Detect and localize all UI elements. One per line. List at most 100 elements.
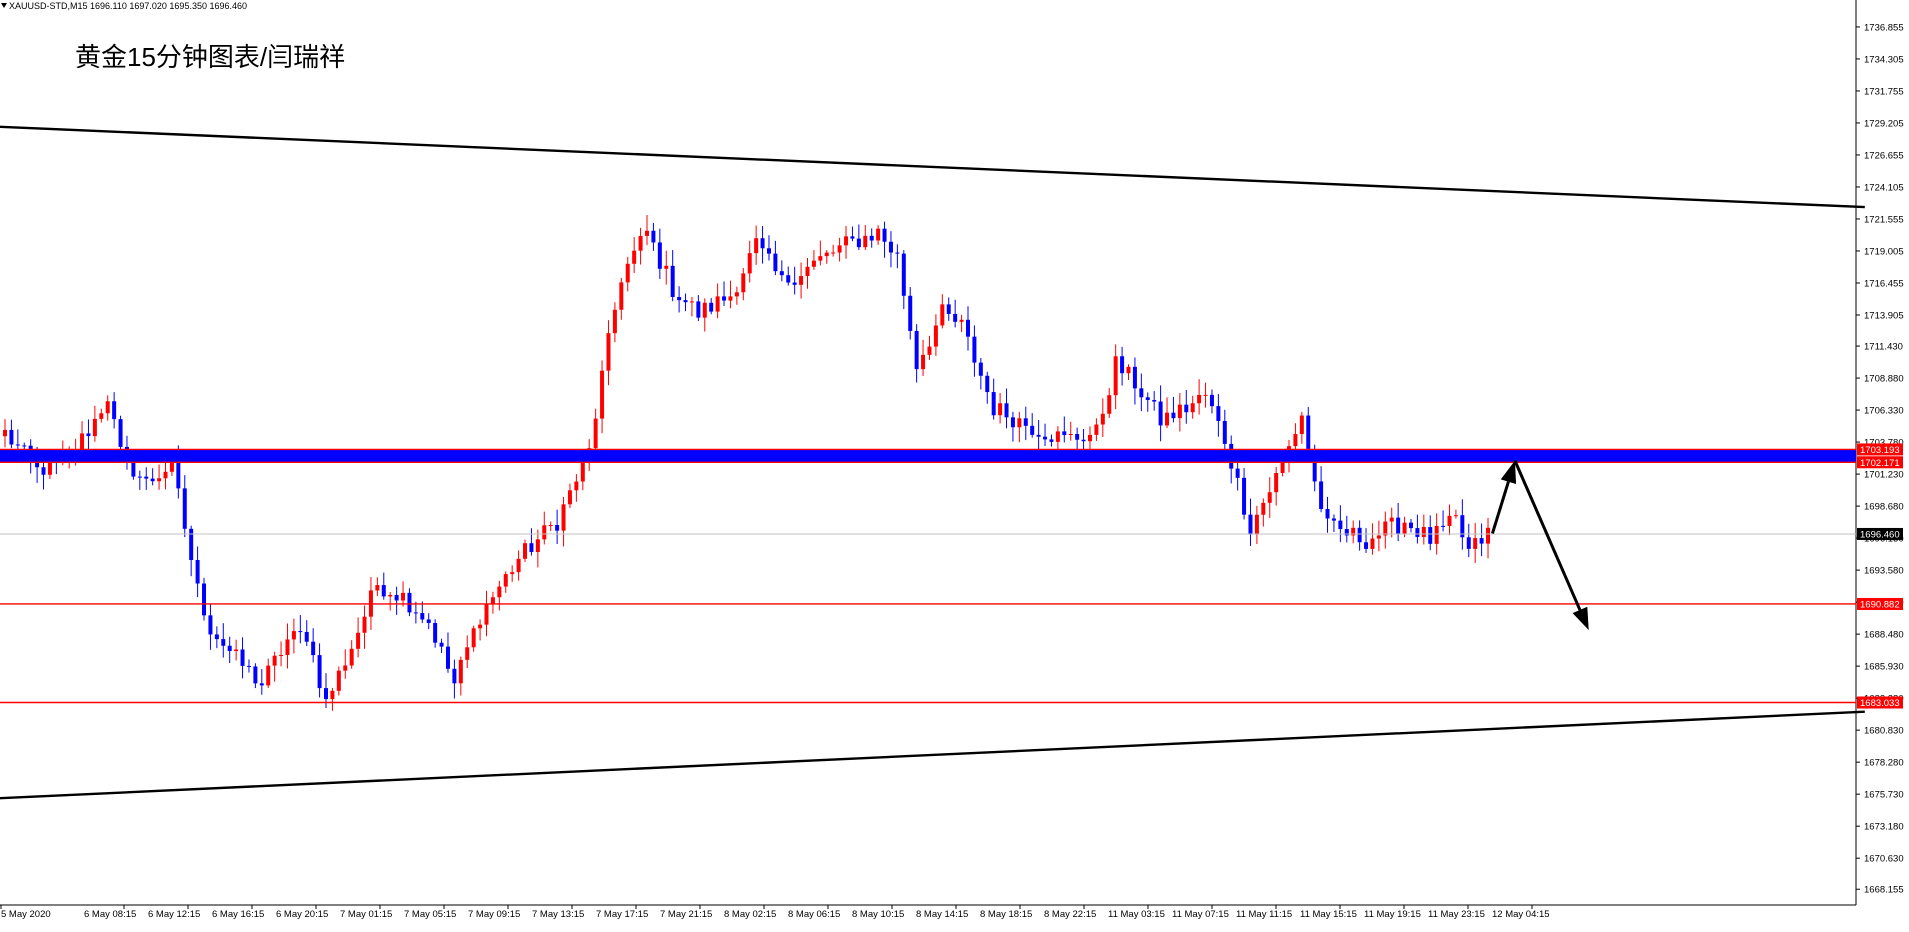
candle-body <box>80 433 85 452</box>
candle-body <box>407 592 412 613</box>
projection-arrow[interactable] <box>1491 460 1517 534</box>
resistance-zone[interactable] <box>0 449 1856 463</box>
candle-body <box>3 429 7 437</box>
candle-body <box>914 330 919 370</box>
candle-body <box>1364 542 1369 549</box>
candle <box>882 221 887 258</box>
candle-body <box>86 433 91 437</box>
candle <box>651 222 656 251</box>
candle-body <box>1280 461 1285 473</box>
candle <box>439 638 444 654</box>
candle-body <box>850 236 855 239</box>
candle <box>696 295 701 322</box>
price-tick-label: 1708.880 <box>1864 374 1904 385</box>
candle-body <box>1242 477 1247 515</box>
candle-body <box>1434 525 1439 544</box>
upper-channel-trendline[interactable] <box>0 125 1865 209</box>
candle-body <box>844 236 849 246</box>
candle <box>632 237 637 273</box>
candle <box>144 467 149 490</box>
projection-arrow[interactable] <box>1513 460 1589 631</box>
candle-body <box>1017 418 1022 428</box>
candle-body <box>1062 431 1067 436</box>
candle <box>1441 510 1446 532</box>
candle-body <box>401 592 406 601</box>
candle <box>298 615 303 644</box>
price-tick-label: 1675.730 <box>1864 790 1904 801</box>
candle-body <box>747 253 752 274</box>
candle <box>1389 507 1394 538</box>
candle <box>574 474 579 502</box>
chart-menu-icon[interactable] <box>1 3 7 8</box>
candle <box>683 293 688 312</box>
candle-body <box>1267 492 1272 503</box>
time-axis: 5 May 2020 6 May 08:15 6 May 12:15 6 May 16… <box>0 905 1550 920</box>
candle-body <box>99 413 104 419</box>
candle <box>1075 427 1080 451</box>
candle-body <box>279 654 284 656</box>
candle <box>1152 391 1157 411</box>
candle <box>317 643 322 698</box>
candle <box>933 314 938 356</box>
candle <box>741 268 746 301</box>
candle <box>433 619 438 648</box>
candle <box>805 257 810 289</box>
candle-body <box>1453 515 1458 517</box>
candle <box>1421 514 1426 545</box>
candle-body <box>445 646 450 669</box>
candle <box>1338 505 1343 543</box>
candle <box>1376 520 1381 552</box>
resistance-lower-label: 1702.171 <box>1857 456 1903 469</box>
candle-body <box>266 665 271 686</box>
candle-body <box>1209 394 1214 407</box>
candle-body <box>1139 388 1144 398</box>
candle <box>1132 357 1137 405</box>
candle-body <box>953 313 958 322</box>
candle <box>1158 385 1163 442</box>
candle-body <box>1357 527 1362 543</box>
candle <box>291 618 296 654</box>
candle-body <box>163 471 168 479</box>
candle-body <box>895 252 900 254</box>
support-level-label-text: 1683.033 <box>1860 698 1900 709</box>
candle <box>1030 413 1035 438</box>
candle-body <box>741 273 746 293</box>
candle-body <box>908 295 913 331</box>
candle-body <box>1055 431 1060 442</box>
candle-body <box>221 639 226 646</box>
candle <box>1299 411 1304 444</box>
candle <box>401 581 406 607</box>
lower-channel-trendline[interactable] <box>0 710 1865 800</box>
candle <box>1261 498 1266 527</box>
price-tick-label: 1734.305 <box>1864 54 1904 65</box>
candle <box>1120 346 1125 386</box>
candle-body <box>1466 537 1471 549</box>
candle <box>657 228 662 279</box>
candle <box>542 511 547 545</box>
arrow-head <box>1572 606 1589 631</box>
price-tick-label: 1713.905 <box>1864 310 1904 321</box>
resistance-upper-label-text: 1703.193 <box>1860 445 1900 456</box>
chart-watermark: 黄金15分钟图表/闫瑞祥 <box>75 42 345 72</box>
candle <box>921 339 926 376</box>
candle-body <box>1441 525 1446 527</box>
candle-body <box>1370 538 1375 549</box>
candle-body <box>715 296 720 312</box>
candle <box>670 250 675 302</box>
candle-body <box>1306 415 1311 451</box>
candle-body <box>1120 356 1125 374</box>
candle-body <box>985 375 990 393</box>
candle-body <box>940 304 945 326</box>
candle-body <box>1177 404 1182 419</box>
candle <box>445 632 450 673</box>
support-level-label-box <box>1857 696 1903 709</box>
time-tick-label: 6 May 16:15 <box>212 909 264 920</box>
candle-body <box>420 613 425 620</box>
candle <box>818 240 823 266</box>
candle <box>991 378 996 420</box>
candle <box>856 224 861 250</box>
candle-body <box>882 228 887 242</box>
candle <box>760 226 765 264</box>
candle <box>478 619 483 641</box>
